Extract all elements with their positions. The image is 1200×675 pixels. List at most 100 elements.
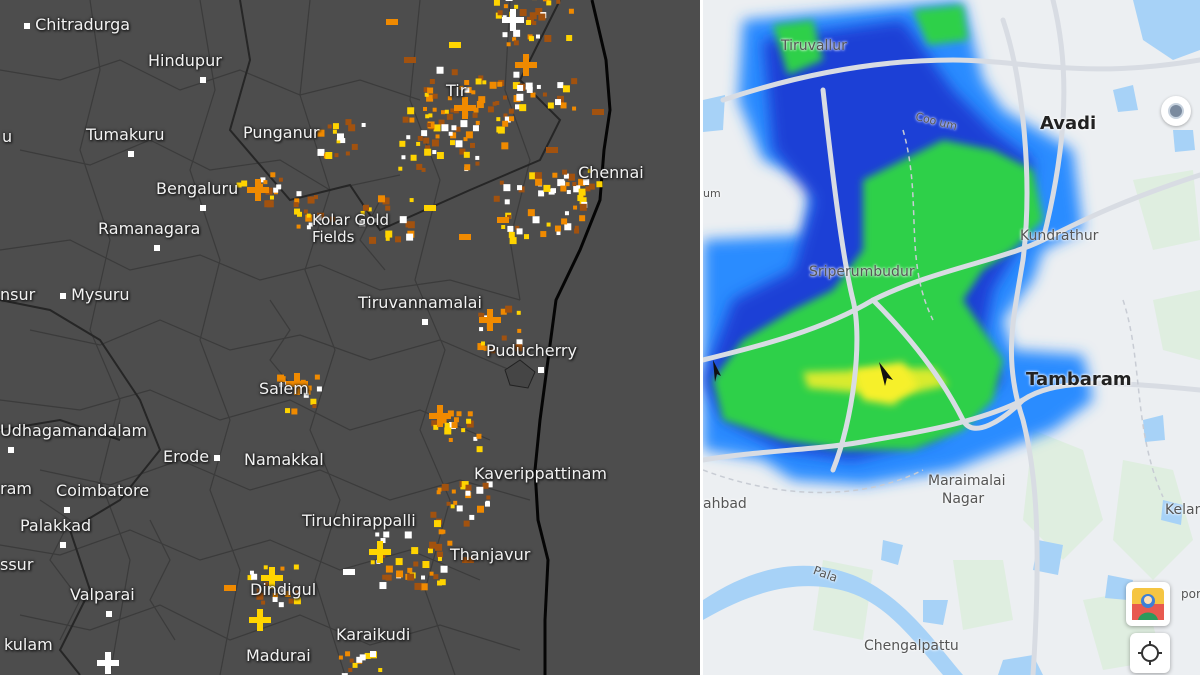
- lightning-strike: [377, 195, 385, 203]
- lightning-strike: [407, 107, 415, 115]
- lightning-strike: [343, 569, 355, 575]
- lightning-strike: [509, 237, 517, 245]
- lightning-strike: [441, 124, 449, 132]
- lightning-strike: [495, 12, 502, 19]
- lightning-strike: [332, 129, 337, 134]
- lightning-strike: [546, 222, 551, 227]
- lightning-map-panel[interactable]: Chitradurga Hindupur Tumakuru Punganur B…: [0, 0, 700, 675]
- lightning-cross-marker: [369, 541, 391, 563]
- lightning-strike: [406, 233, 414, 241]
- lightning-strike: [426, 94, 434, 102]
- lightning-strike: [424, 92, 429, 97]
- place-label-chengalpattu: Chengalpattu: [864, 638, 959, 654]
- lightning-strike: [310, 398, 317, 405]
- lightning-strike: [456, 505, 463, 512]
- lightning-strike: [550, 188, 556, 194]
- city-label-chitradurga: Chitradurga: [24, 16, 130, 34]
- lightning-strike: [483, 345, 489, 351]
- lightning-strike: [450, 504, 455, 509]
- lightning-strike: [479, 327, 484, 332]
- lightning-strike: [264, 581, 269, 586]
- lightning-strike: [504, 199, 510, 205]
- radar-heavy-rain-north: [773, 20, 823, 75]
- lightning-strike: [427, 121, 435, 129]
- lightning-strike: [513, 71, 520, 78]
- city-label-kaverippattinam: Kaverippattinam: [474, 464, 607, 483]
- place-label-por-partial: por: [1181, 587, 1200, 601]
- lightning-strike: [472, 125, 479, 132]
- lightning-strike: [404, 57, 416, 63]
- lightning-cross-marker: [286, 373, 308, 395]
- lightning-strike: [448, 131, 453, 136]
- lightning-strike: [317, 129, 325, 137]
- lightning-strike: [459, 85, 464, 90]
- lightning-strike: [497, 217, 509, 223]
- city-label-ramanagara: Ramanagara: [98, 220, 200, 256]
- city-dot: [214, 454, 221, 461]
- compass-dot-icon[interactable]: [1161, 96, 1191, 126]
- lightning-strike: [432, 93, 438, 99]
- lightning-strike: [284, 590, 291, 597]
- puducherry-enclave: [504, 359, 536, 389]
- lightning-strike: [455, 140, 463, 148]
- lightning-strike: [432, 150, 437, 155]
- lightning-cross-marker: [261, 567, 283, 589]
- lightning-strike: [349, 658, 354, 663]
- lightning-strike: [439, 579, 446, 586]
- lightning-strike: [325, 151, 333, 159]
- lightning-strike: [370, 560, 375, 565]
- place-label-tiruvallur: Tiruvallur: [781, 38, 847, 54]
- locate-button[interactable]: [1130, 633, 1170, 673]
- lightning-strike: [515, 225, 520, 230]
- panel-divider: [700, 0, 703, 675]
- city-label-dindigul: Dindigul: [250, 580, 317, 599]
- lightning-strike: [476, 486, 484, 494]
- lightning-strike: [497, 126, 505, 134]
- lightning-strike: [513, 29, 521, 37]
- lightning-strike: [273, 187, 279, 193]
- district-boundaries: [703, 129, 1164, 498]
- lightning-strike: [424, 205, 436, 211]
- lightning-strike: [279, 383, 284, 388]
- city-label-tiruchirappalli: Tiruchirappalli: [302, 511, 416, 530]
- lightning-strike: [455, 126, 461, 132]
- lightning-cross-marker: [249, 609, 271, 631]
- lightning-strike: [444, 427, 452, 435]
- coastline: [533, 0, 612, 675]
- city-label-coimbatore: Coimbatore: [56, 482, 149, 518]
- place-label-tambaram: Tambaram: [1026, 369, 1132, 390]
- lightning-strike: [272, 593, 278, 599]
- lightning-strike: [493, 0, 500, 6]
- lightning-strike: [345, 119, 352, 126]
- lightning-strike: [515, 104, 521, 110]
- city-label-u-partial: u: [2, 127, 13, 146]
- lightning-strike: [348, 124, 356, 132]
- avatar-icon: [1132, 588, 1164, 620]
- avatar-button[interactable]: [1126, 582, 1170, 626]
- lightning-strike: [385, 205, 391, 211]
- lightning-strike: [464, 87, 470, 93]
- lightning-strike: [534, 172, 542, 180]
- lightning-strike: [429, 571, 434, 576]
- lightning-strike: [526, 86, 533, 93]
- lightning-strike: [475, 78, 482, 85]
- lightning-strike: [293, 597, 301, 605]
- lightning-strike: [465, 490, 471, 496]
- lightning-strike: [278, 602, 284, 608]
- city-dot: [154, 244, 160, 251]
- lightning-strike: [236, 182, 242, 188]
- lightning-strike: [532, 21, 537, 26]
- lightning-strike: [552, 172, 558, 178]
- rain-radar-map-panel[interactable]: Tiruvallur Avadi Sriperumbudur Kundrathu…: [703, 0, 1200, 675]
- lightning-strike: [470, 142, 476, 148]
- lightning-strike: [359, 654, 366, 661]
- lightning-strike: [423, 87, 429, 93]
- lightning-strike: [378, 668, 383, 673]
- lightning-strike: [303, 209, 308, 214]
- city-label-kolar-gold-fields: Kolar Gold Fields: [312, 211, 390, 246]
- lightning-strike: [478, 96, 486, 104]
- lightning-strike: [383, 531, 390, 538]
- lightning-strike: [385, 236, 390, 241]
- lightning-strike: [261, 600, 266, 605]
- lightning-strike: [385, 574, 392, 581]
